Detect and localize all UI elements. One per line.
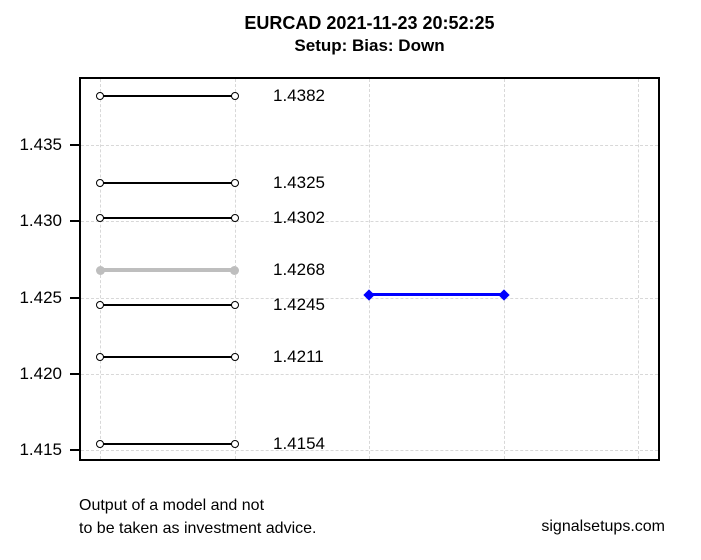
grid-line-horizontal bbox=[81, 145, 658, 146]
grid-line-horizontal bbox=[81, 221, 658, 223]
price-level-line bbox=[100, 182, 235, 184]
level-endpoint-icon bbox=[96, 440, 104, 449]
level-endpoint-icon bbox=[230, 353, 239, 362]
level-endpoint-icon bbox=[95, 265, 105, 275]
level-endpoint-icon bbox=[96, 353, 104, 362]
grid-line-vertical bbox=[503, 79, 505, 459]
price-level-line bbox=[100, 356, 235, 358]
level-endpoint-icon bbox=[230, 301, 239, 310]
disclaimer-line-1: Output of a model and not bbox=[79, 497, 265, 514]
level-endpoint-icon bbox=[230, 214, 239, 223]
chart-title: EURCAD 2021-11-23 20:52:25 bbox=[244, 13, 495, 33]
y-axis-tick-mark bbox=[70, 144, 79, 146]
level-endpoint-icon bbox=[230, 440, 239, 449]
level-endpoint-icon bbox=[96, 179, 104, 188]
price-level-label: 1.4382 bbox=[273, 86, 325, 106]
plot-area: 1.4382 1.4325 1.4302 1.4268 1.4245 1.4211 1.41… bbox=[79, 77, 660, 461]
y-axis-tick-mark bbox=[70, 296, 79, 299]
price-level-line bbox=[100, 94, 235, 98]
price-level-line bbox=[100, 304, 235, 306]
y-axis-tick-label: 1.430 bbox=[19, 211, 62, 231]
y-axis-tick-mark bbox=[70, 220, 79, 223]
chart-subtitle: Setup: Bias: Down bbox=[294, 36, 445, 55]
price-level-label: 1.4268 bbox=[273, 260, 325, 280]
price-level-line bbox=[100, 217, 235, 219]
price-level-label: 1.4302 bbox=[273, 208, 325, 228]
grid-line-vertical bbox=[369, 79, 371, 459]
y-axis-tick-label: 1.435 bbox=[19, 135, 62, 154]
disclaimer-text: Output of a model and not to be taken as… bbox=[79, 494, 316, 540]
level-endpoint-icon bbox=[96, 214, 104, 223]
price-level-line bbox=[100, 443, 235, 445]
price-level-line bbox=[100, 268, 235, 272]
y-axis-tick-label: 1.420 bbox=[19, 363, 62, 383]
website-link: signalsetups.com bbox=[541, 518, 665, 535]
y-axis-tick-mark bbox=[70, 372, 79, 375]
level-endpoint-icon bbox=[230, 179, 239, 188]
level-endpoint-icon bbox=[96, 92, 104, 101]
price-level-label: 1.4325 bbox=[273, 173, 325, 193]
y-axis-tick-mark bbox=[70, 449, 79, 452]
signal-line bbox=[369, 293, 504, 297]
level-endpoint-icon bbox=[230, 92, 239, 101]
grid-line-horizontal bbox=[81, 450, 658, 452]
price-level-label: 1.4154 bbox=[273, 434, 325, 454]
y-axis-tick-label: 1.425 bbox=[19, 287, 62, 307]
y-axis-tick-label: 1.415 bbox=[19, 440, 62, 460]
price-level-label: 1.4211 bbox=[273, 347, 324, 367]
level-endpoint-icon bbox=[230, 265, 240, 275]
disclaimer-line-2: to be taken as investment advice. bbox=[79, 520, 317, 537]
grid-line-horizontal bbox=[81, 373, 658, 375]
price-level-label: 1.4245 bbox=[273, 295, 325, 315]
grid-line-vertical bbox=[638, 79, 640, 459]
level-endpoint-icon bbox=[96, 301, 104, 310]
